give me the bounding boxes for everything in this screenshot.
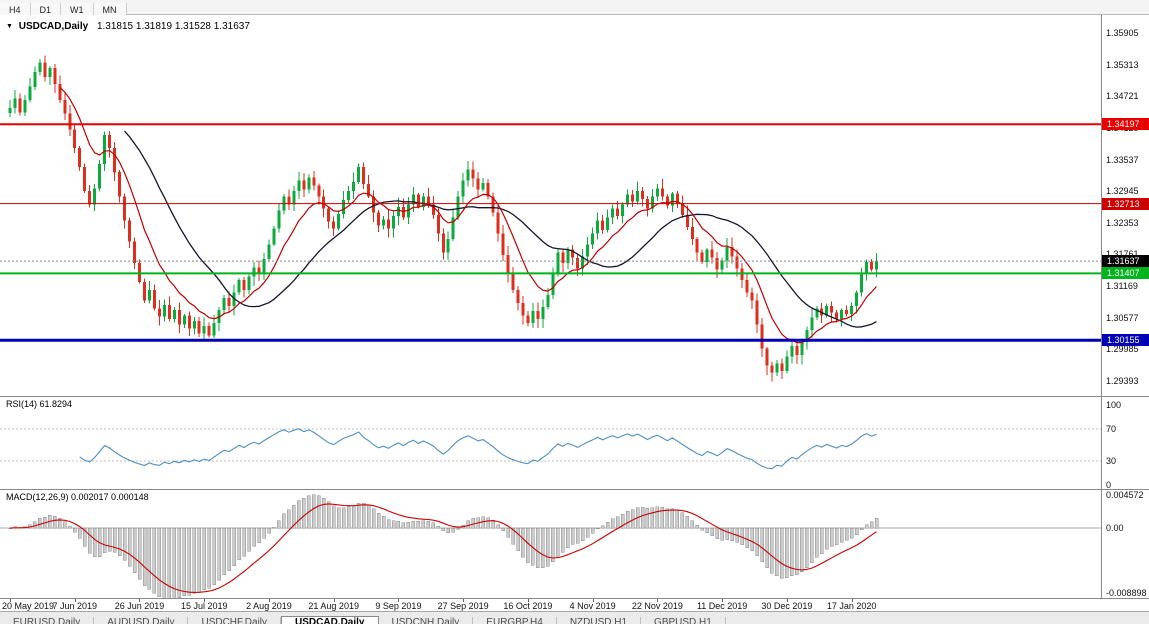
price-axis-label: 1.31761 [1106,249,1139,259]
chart-tab-eurgbp-h4[interactable]: EURGBP,H4 [473,617,557,624]
chart-tab-usdchf-daily[interactable]: USDCHF,Daily [188,617,282,624]
date-label: 27 Sep 2019 [437,601,489,611]
macd-signal-line [9,503,877,593]
macd-canvas[interactable] [0,490,1101,598]
rsi-label: RSI(14) 61.8294 [6,399,73,409]
price-axis-label: 1.35905 [1106,28,1139,38]
chart-tab-usdcad-daily[interactable]: USDCAD,Daily [281,616,379,624]
price-axis-label: 1.29985 [1106,344,1139,355]
price-axis-label: 1.29393 [1106,376,1139,387]
date-tick [786,599,788,602]
date-label: 20 May 2019 [2,601,55,611]
macd-axis-label: 0.00 [1106,523,1124,533]
date-tick [268,599,270,602]
chart-tab-usdcnh-daily[interactable]: USDCNH,Daily [379,617,474,624]
timeframe-button-mn[interactable]: MN [93,3,127,17]
macd-histogram [8,494,879,598]
resistance-mid-badge: 1.32713 [1102,197,1149,210]
date-tick [527,599,529,602]
timeframe-button-h4[interactable]: H4 [0,3,31,17]
chart-tab-audusd-daily[interactable]: AUDUSD,Daily [94,617,189,624]
timeframe-button-d1[interactable]: D1 [30,3,62,17]
chart-title: ▼ USDCAD,Daily 1.31815 1.31819 1.31528 1… [6,21,250,32]
date-tick [398,599,400,602]
macd-axis-label: -0.008898 [1106,588,1147,598]
support-green-badge: 1.31407 [1102,267,1149,280]
rsi-axis-label: 0 [1106,480,1112,489]
macd-axis-label: 0.004572 [1106,490,1144,500]
date-tick [722,599,724,602]
price-chart-panel: ▼ USDCAD,Daily 1.31815 1.31819 1.31528 1… [0,15,1149,396]
price-chart-canvas[interactable] [0,15,1101,396]
date-label: 4 Nov 2019 [569,601,616,611]
date-tick [10,599,11,602]
current-price-badge: 1.31637 [1102,255,1149,268]
date-label: 2 Aug 2019 [246,601,292,611]
chart-tab-eurusd-daily[interactable]: EURUSD,Daily [0,617,95,624]
date-label: 15 Jul 2019 [180,601,228,611]
macd-panel: MACD(12,26,9) 0.002017 0.000148 0.004572… [0,489,1149,598]
timeframe-button-w1[interactable]: W1 [61,3,94,17]
date-label: 16 Oct 2019 [503,601,553,611]
chart-symbol-label: USDCAD,Daily [18,21,89,32]
date-axis: 20 May 2019 7 Jun 2019 26 Jun 2019 15 Jul 2… [0,598,1149,611]
date-tick [74,599,76,602]
chart-tab-gbpusd-h1[interactable]: GBPUSD,H1 [641,617,726,624]
date-label: 21 Aug 2019 [308,601,359,611]
date-label: 11 Dec 2019 [696,601,748,611]
price-axis-label: 1.35313 [1106,59,1139,70]
rsi-canvas[interactable] [0,397,1101,489]
chart-tab-nzdusd-h1[interactable]: NZDUSD,H1 [557,617,642,624]
chart-ohlc-quote: 1.31815 1.31819 1.31528 1.31637 [96,21,250,32]
date-tick [592,599,594,602]
date-tick [139,599,141,602]
date-label: 26 Jun 2019 [114,601,165,611]
date-label: 30 Dec 2019 [761,601,813,611]
price-axis-label: 1.30577 [1106,312,1139,323]
date-label: 17 Jan 2020 [826,601,877,611]
macd-label: MACD(12,26,9) 0.002017 0.000148 [6,492,149,502]
date-tick [657,599,659,602]
date-label: 7 Jun 2019 [52,601,97,611]
rsi-axis-label: 30 [1106,456,1117,466]
resistance-upper-badge: 1.34197 [1102,118,1149,131]
price-axis-label: 1.32353 [1106,217,1139,228]
chart-menu-icon: ▼ [6,23,13,30]
price-axis-label: 1.31169 [1106,281,1138,292]
ma-fast-line [59,86,877,344]
rsi-line [79,428,877,470]
date-tick [851,599,853,602]
price-axis-label: 1.34721 [1106,91,1139,102]
rsi-panel: RSI(14) 61.8294 100 70 30 0 [0,396,1149,489]
date-label: 22 Nov 2019 [631,601,683,611]
rsi-axis-label: 70 [1106,424,1117,434]
price-axis-label: 1.32945 [1106,186,1139,197]
date-tick [204,599,206,602]
price-axis-separator [1101,15,1102,598]
date-tick [463,599,465,602]
date-tick [333,599,335,602]
timeframe-toolbar: H4 D1 W1 MN [0,0,1149,17]
support-blue-badge: 1.30155 [1102,334,1149,347]
rsi-axis-label: 100 [1106,400,1122,410]
price-axis-label: 1.33537 [1106,154,1139,165]
chart-tabs-bar: EURUSD,Daily AUDUSD,Daily USDCHF,Daily USDC… [0,611,1149,624]
date-label: 9 Sep 2019 [375,601,422,611]
